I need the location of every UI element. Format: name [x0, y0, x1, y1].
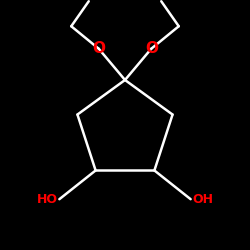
- Text: OH: OH: [192, 193, 213, 206]
- Text: HO: HO: [37, 193, 58, 206]
- Text: O: O: [145, 41, 158, 56]
- Text: O: O: [92, 41, 105, 56]
